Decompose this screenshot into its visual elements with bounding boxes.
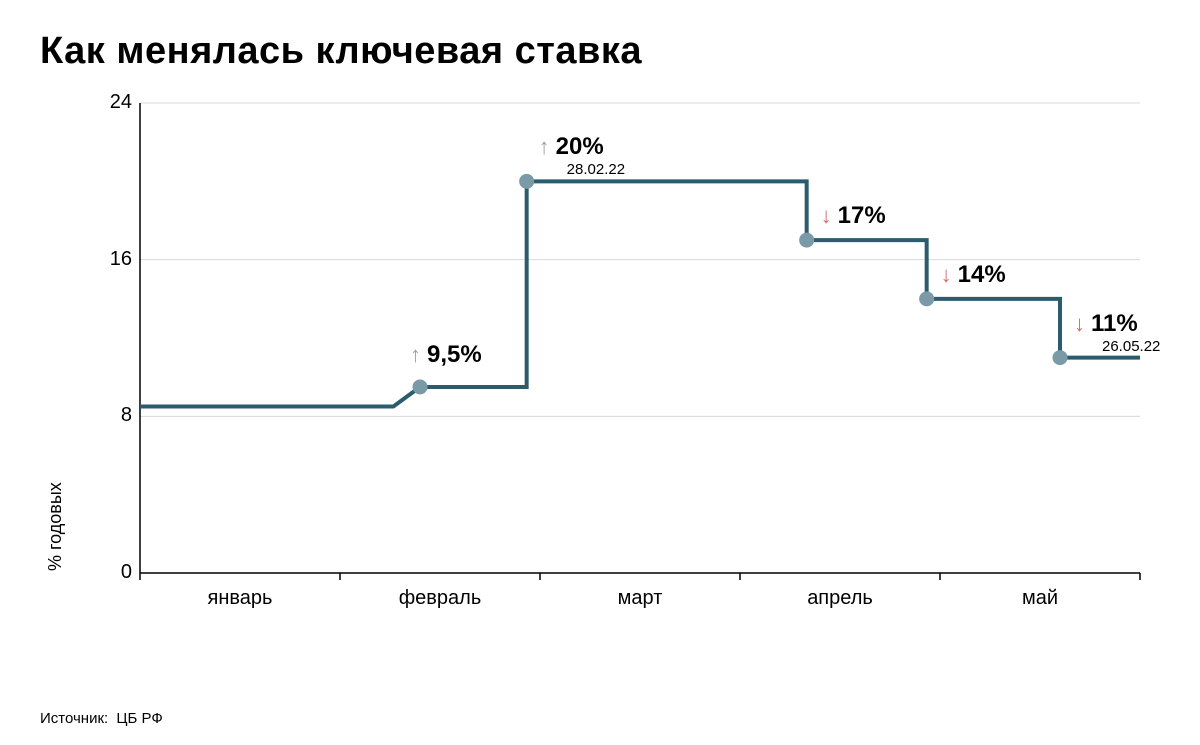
source-value: ЦБ РФ: [116, 710, 162, 727]
y-axis-unit: % годовых: [45, 482, 66, 571]
x-tick-label: февраль: [399, 587, 482, 610]
x-tick-label: май: [1022, 587, 1058, 610]
x-tick-label: апрель: [807, 587, 873, 610]
chart-svg: [40, 93, 1160, 653]
x-tick-label: январь: [208, 587, 273, 610]
y-tick-label: 8: [92, 404, 132, 427]
key-rate-chart: 0 8 16 24 % годовых январь февраль март апрель ма…: [40, 93, 1160, 653]
chart-title: Как менялась ключевая ставка: [40, 30, 1160, 73]
source-label: Источник:: [40, 710, 108, 727]
y-tick-label: 0: [92, 561, 132, 584]
x-tick-label: март: [618, 587, 663, 610]
source-line: Источник: ЦБ РФ: [40, 710, 163, 727]
y-tick-label: 16: [92, 248, 132, 271]
y-tick-label: 24: [92, 91, 132, 114]
